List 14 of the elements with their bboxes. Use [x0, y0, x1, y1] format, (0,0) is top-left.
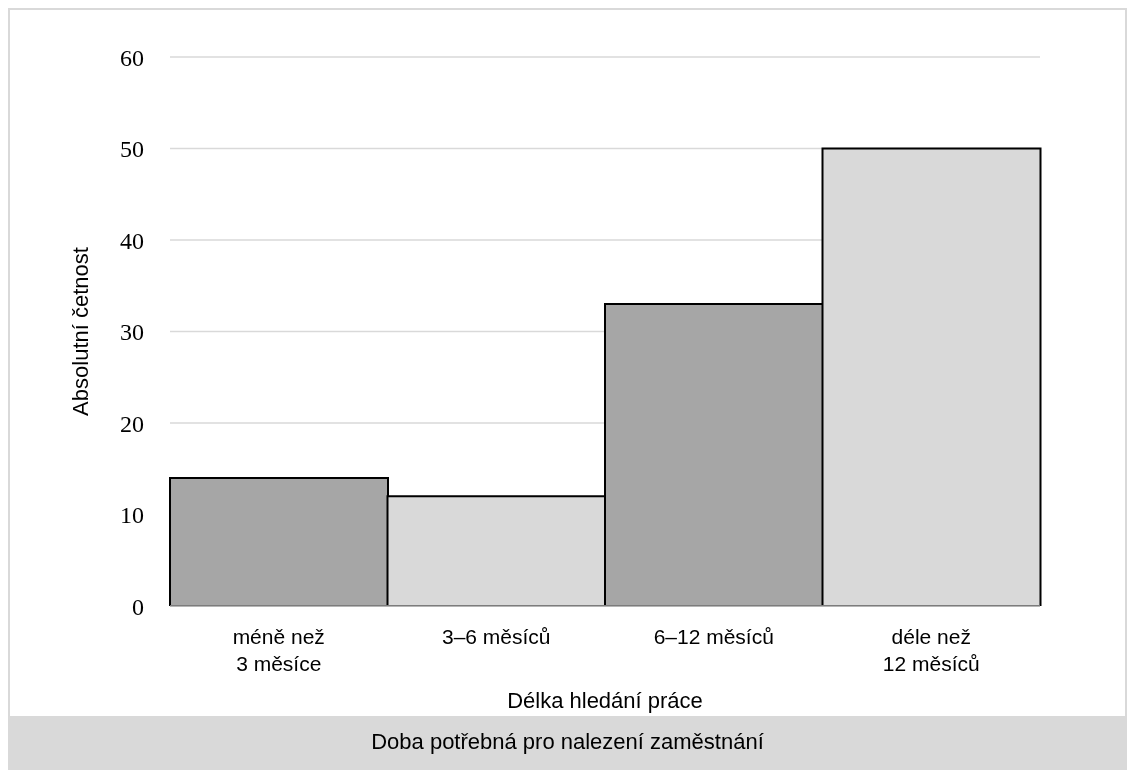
x-axis-title: Délka hledání práce — [507, 688, 703, 713]
y-tick-label: 40 — [120, 227, 144, 254]
x-tick-label: 6–12 měsíců — [653, 625, 774, 648]
text: Doba potřebná pro nalezení zaměstnání — [10, 716, 1125, 768]
x-tick-label: méně než 3 měsíce — [232, 625, 325, 675]
y-tick-label: 30 — [120, 319, 144, 346]
y-tick-label: 60 — [120, 44, 144, 71]
x-tick-label: 3–6 měsíců — [441, 625, 551, 648]
y-tick-label: 20 — [120, 410, 144, 437]
x-tick-label: déle než 12 měsíců — [882, 625, 980, 675]
y-axis-title: Absolutní četnost — [67, 247, 93, 416]
y-tick-label: 50 — [120, 136, 144, 163]
y-tick-label: 0 — [132, 593, 144, 620]
y-tick-label: 10 — [120, 502, 144, 529]
